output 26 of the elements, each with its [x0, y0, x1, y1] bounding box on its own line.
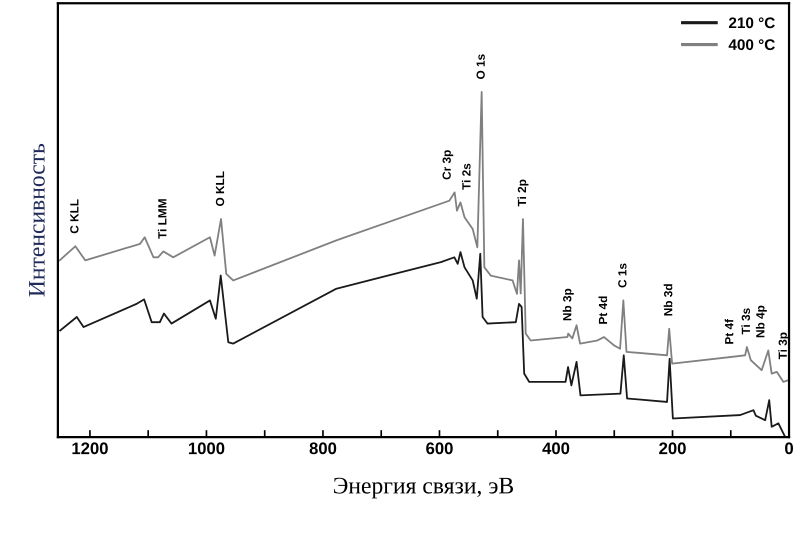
legend-label: 210 °C [728, 17, 775, 28]
annotation: Nb 3d [664, 284, 672, 316]
annotation: O KLL [216, 171, 224, 206]
annotation: Ti LMM [158, 199, 166, 239]
annotation: C KLL [70, 199, 79, 234]
legend-label: 400 °C [728, 39, 775, 50]
y-axis-title: Интенсивность [29, 144, 45, 296]
annotation: Cr 3p [442, 150, 454, 180]
annotation: O 1s [476, 54, 485, 79]
annotation: Ti 2s [462, 164, 471, 190]
annotation: Ti 3s [741, 308, 750, 334]
x-tick-label: 800 [310, 442, 336, 454]
x-tick-label: 600 [426, 442, 453, 454]
annotation: Pt 4f [724, 318, 734, 344]
x-tick-label: 200 [659, 442, 686, 454]
x-axis-title: Энергия связи, эВ [334, 478, 514, 498]
annotation: Ti 2p [517, 180, 528, 206]
annotation: Nb 3p [562, 288, 574, 320]
x-tick-label: 0 [785, 442, 793, 454]
x-tick-label: 400 [542, 442, 570, 454]
x-tick-label: 1000 [188, 442, 224, 454]
annotation: Ti 3p [778, 332, 790, 360]
x-tick-label: 1200 [72, 442, 108, 454]
annotation: C 1s [618, 263, 627, 288]
annotation: Nb 4p [756, 306, 767, 338]
annotation: Pt 4d [598, 296, 608, 324]
